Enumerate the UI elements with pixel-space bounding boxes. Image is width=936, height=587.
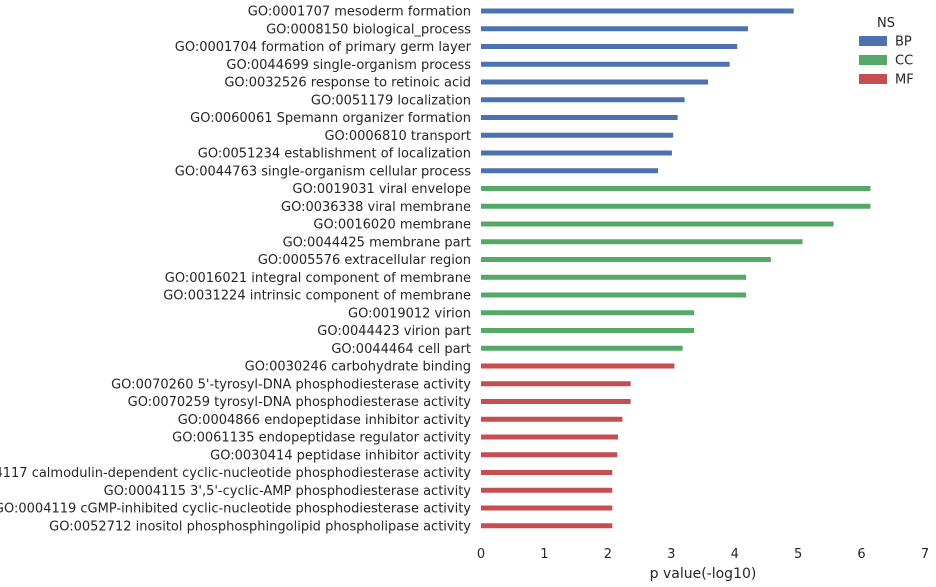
bar-cc — [481, 274, 747, 280]
category-label: GO:0036338 viral membrane — [281, 200, 471, 215]
category-label: GO:0070260 5'-tyrosyl-DNA phosphodiester… — [111, 377, 471, 392]
bar-bp — [481, 150, 672, 156]
bar-cc — [481, 328, 695, 333]
x-axis-label: p value(-log10) — [650, 566, 757, 582]
bar-bp — [481, 115, 678, 120]
bar-cc — [481, 257, 771, 262]
category-label: GO:0070259 tyrosyl-DNA phosphodiesterase… — [128, 395, 472, 410]
category-label: GO:0019012 virion — [348, 306, 471, 321]
bar-bp — [481, 8, 794, 14]
bar-mf — [481, 487, 613, 493]
bar-bp — [481, 26, 749, 32]
category-label: GO:0004115 3',5'-cyclic-AMP phosphodiest… — [104, 484, 472, 499]
category-label: GO:0052712 inositol phosphosphingolipid … — [49, 519, 471, 534]
legend-label-cc: CC — [895, 54, 913, 69]
bar-mf — [481, 470, 613, 475]
legend-swatch-bp — [859, 36, 887, 46]
category-label: GO:0032526 response to retinoic acid — [224, 76, 471, 91]
category-label: GO:0001707 mesoderm formation — [248, 5, 471, 20]
category-label: GO:0030414 peptidase inhibitor activity — [210, 448, 471, 463]
legend-title: NS — [877, 16, 895, 31]
category-label: GO:0044464 cell part — [331, 342, 471, 357]
category-label: GO:0044699 single-organism process — [226, 58, 471, 73]
bar-mf — [481, 399, 631, 404]
legend-swatch-mf — [859, 74, 887, 84]
bar-bp — [481, 97, 685, 103]
category-label: GO:0061135 endopeptidase regulator activ… — [172, 431, 471, 446]
category-label: GO:0016020 membrane — [313, 218, 471, 233]
bar-mf — [481, 434, 619, 440]
category-label: GO:0044763 single-organism cellular proc… — [175, 164, 471, 179]
category-label: GO:0006810 transport — [324, 129, 471, 144]
x-axis: 0 1 2 3 4 5 6 7 — [477, 547, 929, 562]
category-label: GO:0060061 Spemann organizer formation — [190, 111, 471, 126]
legend-swatch-cc — [859, 55, 887, 65]
category-label: GO:0044423 virion part — [317, 324, 471, 339]
bar-cc — [481, 186, 871, 191]
bar-bp — [481, 168, 658, 174]
x-tick-label: 0 — [477, 547, 485, 562]
x-tick-label: 5 — [794, 547, 802, 562]
bar-cc — [481, 239, 803, 245]
category-label: GO:0051234 establishment of localization — [198, 147, 471, 162]
category-label: GO:0030246 carbohydrate binding — [245, 360, 471, 375]
bar-bp — [481, 44, 738, 49]
bar-mf — [481, 416, 623, 422]
bar-bp — [481, 132, 674, 138]
x-tick-label: 7 — [921, 547, 929, 562]
x-tick-label: 2 — [604, 547, 612, 562]
bar-mf — [481, 381, 631, 387]
category-label: GO:0004866 endopeptidase inhibitor activ… — [178, 413, 472, 428]
bar-mf — [481, 452, 618, 458]
x-tick-label: 3 — [667, 547, 675, 562]
bar-cc — [481, 292, 747, 298]
bar-cc — [481, 345, 683, 351]
x-tick-label: 1 — [540, 547, 548, 562]
category-label: GO:0008150 biological_process — [266, 22, 471, 37]
bar-bp — [481, 79, 709, 85]
category-label: GO:0051179 localization — [311, 93, 471, 108]
category-label: GO:0031224 intrinsic component of membra… — [163, 289, 471, 304]
category-labels: GO:0001707 mesoderm formation GO:0008150 … — [0, 5, 472, 535]
legend: NS BP CC MF — [859, 16, 914, 88]
bar-mf — [481, 363, 675, 369]
category-label: GO:0044425 membrane part — [283, 235, 471, 250]
category-label: GO:0019031 viral envelope — [292, 182, 471, 197]
bar-cc — [481, 310, 695, 316]
category-label: GO:0005576 extracellular region — [258, 253, 471, 268]
bar-mf — [481, 523, 613, 529]
legend-label-bp: BP — [895, 35, 912, 50]
bar-cc — [481, 221, 834, 227]
x-tick-label: 4 — [731, 547, 739, 562]
category-label: GO:0016021 integral component of membran… — [165, 271, 471, 286]
category-label: GO:0001704 formation of primary germ lay… — [175, 40, 472, 55]
bar-mf — [481, 505, 613, 511]
legend-label-mf: MF — [895, 73, 914, 88]
category-label: GO:0004119 cGMP-inhibited cyclic-nucleot… — [0, 502, 471, 517]
bars-layer — [481, 8, 871, 529]
bar-bp — [481, 61, 730, 67]
category-label: GO:0004117 calmodulin-dependent cyclic-n… — [0, 466, 471, 481]
bar-cc — [481, 203, 871, 209]
x-tick-label: 6 — [857, 547, 865, 562]
